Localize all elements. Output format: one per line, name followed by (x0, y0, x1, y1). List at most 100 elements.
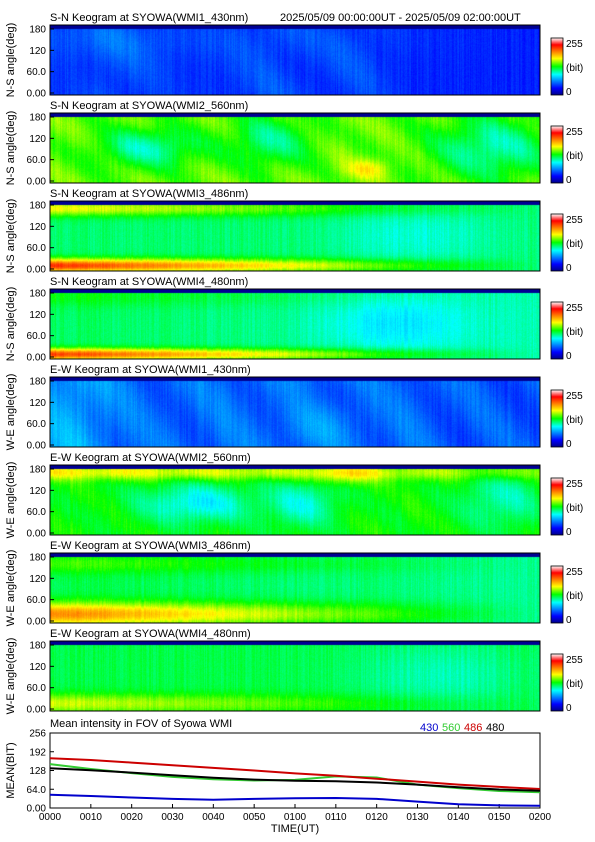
keogram-panel: S-N Keogram at SYOWA(WMI3_486nm) 180 120 60… (5, 188, 583, 276)
keogram-frame (49, 376, 541, 448)
colorbar-unit-label: (bit) (566, 679, 583, 690)
angle-tick-label: 120 (29, 310, 46, 321)
keogram-title: S-N Keogram at SYOWA(WMI2_560nm) (50, 100, 248, 112)
colorbar (550, 565, 564, 624)
colorbar-max-label: 255 (566, 127, 583, 138)
keogram-image (50, 25, 540, 95)
angle-tick-label: 180 (29, 289, 46, 300)
angle-axis-label: N-S angle(deg) (5, 287, 17, 362)
colorbar-unit-label: (bit) (566, 503, 583, 514)
legend-entry: 486 (464, 722, 482, 734)
colorbar-unit-label: (bit) (566, 151, 583, 162)
time-range-header: 2025/05/09 00:00:00UT - 2025/05/09 02:00… (280, 12, 521, 24)
angle-tick-label: 180 (29, 553, 46, 564)
x-tick-label: 0130 (406, 812, 429, 823)
x-tick-label: 0050 (243, 812, 266, 823)
colorbar-max-label: 255 (566, 215, 583, 226)
angle-tick-label: 60.0 (27, 331, 47, 342)
keogram-title: S-N Keogram at SYOWA(WMI3_486nm) (50, 188, 248, 200)
y-tick-label: 256 (29, 729, 46, 740)
colorbar-min-label: 0 (566, 703, 572, 714)
keogram-title: S-N Keogram at SYOWA(WMI4_480nm) (50, 276, 248, 288)
angle-tick-label: 120 (29, 134, 46, 145)
x-tick-label: 0110 (325, 812, 347, 823)
angle-tick-label: 60.0 (27, 419, 47, 430)
angle-tick-label: 60.0 (27, 67, 47, 78)
colorbar (550, 125, 564, 184)
colorbar (550, 213, 564, 272)
angle-tick-label: 180 (29, 25, 46, 36)
angle-tick-label: 0.00 (27, 441, 47, 452)
keogram-panel: S-N Keogram at SYOWA(WMI1_430nm) 180 120 60… (5, 12, 583, 100)
angle-axis-label: W-E angle(deg) (5, 462, 17, 539)
keogram-panel: E-W Keogram at SYOWA(WMI3_486nm) 180 120 60… (5, 540, 583, 628)
angle-tick-label: 0.00 (27, 705, 47, 716)
angle-tick-label: 0.00 (27, 177, 47, 188)
x-tick-label: 0100 (284, 812, 307, 823)
legend-entry: 430 (420, 722, 438, 734)
y-tick-label: 64.0 (27, 785, 47, 796)
colorbar-min-label: 0 (566, 263, 572, 274)
keogram-panels: S-N Keogram at SYOWA(WMI1_430nm) 180 120 60… (5, 12, 583, 716)
x-tick-label: 0150 (488, 812, 511, 823)
angle-tick-label: 120 (29, 486, 46, 497)
keogram-panel: E-W Keogram at SYOWA(WMI4_480nm) 180 120 60… (5, 628, 583, 716)
colorbar-max-label: 255 (566, 479, 583, 490)
keogram-title: E-W Keogram at SYOWA(WMI1_430nm) (50, 364, 251, 376)
angle-axis-label: W-E angle(deg) (5, 550, 17, 627)
chart-title: Mean intensity in FOV of Syowa WMI (50, 718, 232, 730)
keogram-frame (49, 112, 541, 184)
angle-tick-label: 60.0 (27, 155, 47, 166)
colorbar (550, 389, 564, 448)
x-axis-label: TIME(UT) (271, 823, 319, 835)
keogram-image (50, 641, 540, 711)
angle-axis-label: N-S angle(deg) (5, 23, 17, 98)
x-tick-label: 0120 (366, 812, 389, 823)
keogram-panel: E-W Keogram at SYOWA(WMI1_430nm) 180 120 60… (5, 364, 583, 452)
keogram-frame (49, 288, 541, 360)
x-tick-label: 0020 (121, 812, 144, 823)
x-tick-label: 0000 (39, 812, 62, 823)
y-axis-label: MEAN(BIT) (5, 742, 17, 798)
keogram-panel: S-N Keogram at SYOWA(WMI2_560nm) 180 120 60… (5, 100, 583, 188)
angle-tick-label: 60.0 (27, 243, 47, 254)
angle-axis-label: W-E angle(deg) (5, 374, 17, 451)
colorbar (550, 653, 564, 712)
angle-axis-label: W-E angle(deg) (5, 638, 17, 715)
keogram-title: E-W Keogram at SYOWA(WMI3_486nm) (50, 540, 251, 552)
angle-tick-label: 120 (29, 662, 46, 673)
angle-tick-label: 180 (29, 377, 46, 388)
colorbar-min-label: 0 (566, 615, 572, 626)
x-tick-label: 0200 (529, 812, 552, 823)
angle-tick-label: 60.0 (27, 507, 47, 518)
series-line-480 (49, 767, 541, 792)
angle-tick-label: 180 (29, 201, 46, 212)
angle-tick-label: 180 (29, 465, 46, 476)
keogram-image (50, 465, 540, 535)
keogram-panel: E-W Keogram at SYOWA(WMI2_560nm) 180 120 60… (5, 452, 583, 540)
y-tick-label: 0.00 (27, 804, 47, 815)
angle-tick-label: 180 (29, 113, 46, 124)
keogram-image (50, 377, 540, 447)
mean-intensity-plot: Mean intensity in FOV of Syowa WMI 430 560… (5, 718, 552, 835)
keogram-frame (49, 464, 541, 536)
angle-tick-label: 120 (29, 574, 46, 585)
colorbar-min-label: 0 (566, 527, 572, 538)
colorbar-max-label: 255 (566, 39, 583, 50)
angle-tick-label: 0.00 (27, 617, 47, 628)
x-tick-label: 0040 (202, 812, 225, 823)
colorbar-max-label: 255 (566, 655, 583, 666)
keogram-image (50, 113, 540, 183)
colorbar-max-label: 255 (566, 303, 583, 314)
colorbar-max-label: 255 (566, 567, 583, 578)
colorbar (550, 37, 564, 96)
angle-tick-label: 120 (29, 222, 46, 233)
colorbar-unit-label: (bit) (566, 239, 583, 250)
angle-tick-label: 120 (29, 398, 46, 409)
keogram-title: E-W Keogram at SYOWA(WMI4_480nm) (50, 628, 251, 640)
angle-axis-label: N-S angle(deg) (5, 199, 17, 274)
angle-tick-label: 0.00 (27, 529, 47, 540)
x-tick-label: 0030 (161, 812, 184, 823)
keogram-frame (49, 640, 541, 712)
x-tick-label: 0140 (447, 812, 470, 823)
